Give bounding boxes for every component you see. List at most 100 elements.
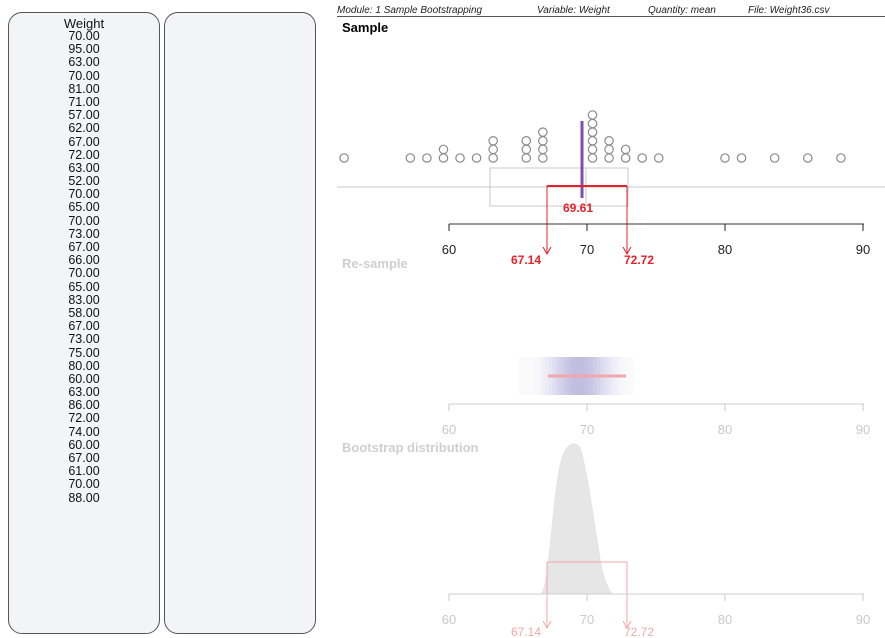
value-row: 60.00 <box>68 437 100 452</box>
value-row: 70.00 <box>68 68 100 83</box>
value-row: 80.00 <box>68 358 100 373</box>
axis-tick-label: 60 <box>442 242 456 257</box>
axis-tick-label: 80 <box>718 242 732 257</box>
resample-stripe <box>546 357 549 395</box>
value-row: 52.00 <box>68 174 100 189</box>
resample-stripe <box>525 357 528 395</box>
value-row: 67.00 <box>68 451 100 465</box>
value-row: 63.00 <box>68 55 100 70</box>
sample-dot <box>587 118 598 129</box>
quantity-label: Quantity: mean <box>648 5 716 16</box>
ci-lower-arrow-icon <box>542 246 552 256</box>
value-row: 65.00 <box>68 279 100 294</box>
sample-dot <box>339 153 349 163</box>
axis-tick-label: 80 <box>718 612 732 627</box>
sample-dot <box>620 153 631 163</box>
sample-dot <box>521 153 532 163</box>
sample-section-title: Sample <box>342 20 389 35</box>
resample-stripe <box>540 357 543 395</box>
value-row: 88.00 <box>68 490 100 505</box>
value-row: 57.00 <box>68 108 100 123</box>
value-row: 66.00 <box>68 253 100 268</box>
resample-stripe <box>528 357 531 395</box>
sample-dot <box>587 110 598 120</box>
axis-tick-label: 70 <box>580 422 594 437</box>
resample-stripe <box>534 357 537 395</box>
ci-upper-value: 72.72 <box>624 253 654 267</box>
sample-dot <box>587 136 598 146</box>
ci-lower-value: 67.14 <box>511 253 541 267</box>
sample-dot <box>488 144 498 155</box>
header-divider <box>337 16 885 17</box>
resample-stripe <box>519 357 522 395</box>
sample-dot <box>587 144 598 155</box>
value-row: 73.00 <box>68 332 100 347</box>
resample-stripe <box>522 357 525 395</box>
value-row: 62.00 <box>68 121 100 136</box>
value-row: 67.00 <box>68 319 100 334</box>
axis-tick-label: 70 <box>580 612 594 627</box>
value-row: 65.00 <box>68 200 100 215</box>
value-list: 70.00 95.00 63.00 70.00 81.00 71.00 57.00 62.00… <box>9 29 159 505</box>
sample-dot <box>653 153 664 163</box>
value-row: 63.00 <box>68 385 100 400</box>
value-row: 74.00 <box>68 424 100 439</box>
boxplot-box <box>489 167 629 207</box>
resample-section-title: Re-sample <box>342 256 408 271</box>
resample-axis-ticks: 60 70 80 90 <box>442 404 870 437</box>
resample-stripe <box>537 357 540 395</box>
sample-dot <box>521 136 532 146</box>
axis-tick-label: 80 <box>718 422 732 437</box>
module-label: Module: 1 Sample Bootstrapping <box>337 5 483 16</box>
value-row: 61.00 <box>68 464 100 479</box>
sample-dot <box>438 153 449 163</box>
axis-tick-label: 60 <box>442 612 456 627</box>
value-row: 67.00 <box>68 134 100 149</box>
sample-dot-plot <box>339 110 846 163</box>
value-row: 70.00 <box>68 187 100 202</box>
resample-column-panel[interactable] <box>164 12 316 634</box>
file-label: File: Weight36.csv <box>748 5 830 16</box>
axis-tick-label: 90 <box>856 422 870 437</box>
sample-dot <box>620 144 631 155</box>
sample-mean-value: 69.61 <box>563 201 593 215</box>
axis-tick-label: 90 <box>856 242 870 257</box>
value-row: 70.00 <box>68 477 100 492</box>
bootstrap-ci-lower-value: 67.14 <box>511 625 541 638</box>
variable-label: Variable: Weight <box>537 5 610 16</box>
sample-dot <box>538 127 548 137</box>
axis-tick-label: 70 <box>580 242 594 257</box>
bootstrap-ci-upper-value: 72.72 <box>624 625 654 638</box>
info-header: Module: 1 Sample Bootstrapping Variable:… <box>337 2 885 30</box>
sample-dot <box>587 153 598 163</box>
bootstrap-upper-arrow-icon <box>622 620 632 630</box>
value-row: 73.00 <box>68 226 100 241</box>
column-header: Weight <box>63 16 105 31</box>
resample-stripe <box>630 357 633 395</box>
value-row: 95.00 <box>68 42 100 57</box>
value-row: 70.00 <box>68 29 100 43</box>
resample-stripe <box>627 357 630 395</box>
axis-tick-label: 60 <box>442 422 456 437</box>
sample-dot <box>422 153 432 163</box>
sample-dot <box>720 153 730 163</box>
sample-dot <box>488 153 498 163</box>
value-row: 70.00 <box>68 213 100 228</box>
sample-dot <box>471 153 482 163</box>
sample-dot <box>488 136 498 146</box>
sample-dot <box>538 136 548 146</box>
value-row: 67.00 <box>68 240 100 254</box>
sample-dot <box>438 144 449 155</box>
data-column-panel[interactable]: Weight 70.00 95.00 63.00 70.00 81.00 71.00 57.… <box>8 12 160 634</box>
sample-dot <box>836 153 846 163</box>
sample-dot <box>637 153 647 163</box>
bootstrap-lower-arrow-icon <box>542 620 552 630</box>
resample-stripe <box>543 357 546 395</box>
sample-dot <box>769 153 780 163</box>
sample-dot <box>736 153 747 163</box>
ci-upper-arrow-icon <box>622 246 632 256</box>
sample-dot <box>538 144 548 155</box>
bootstrap-axis-ticks: 60 70 80 90 <box>442 594 870 627</box>
sample-dot <box>521 144 532 155</box>
